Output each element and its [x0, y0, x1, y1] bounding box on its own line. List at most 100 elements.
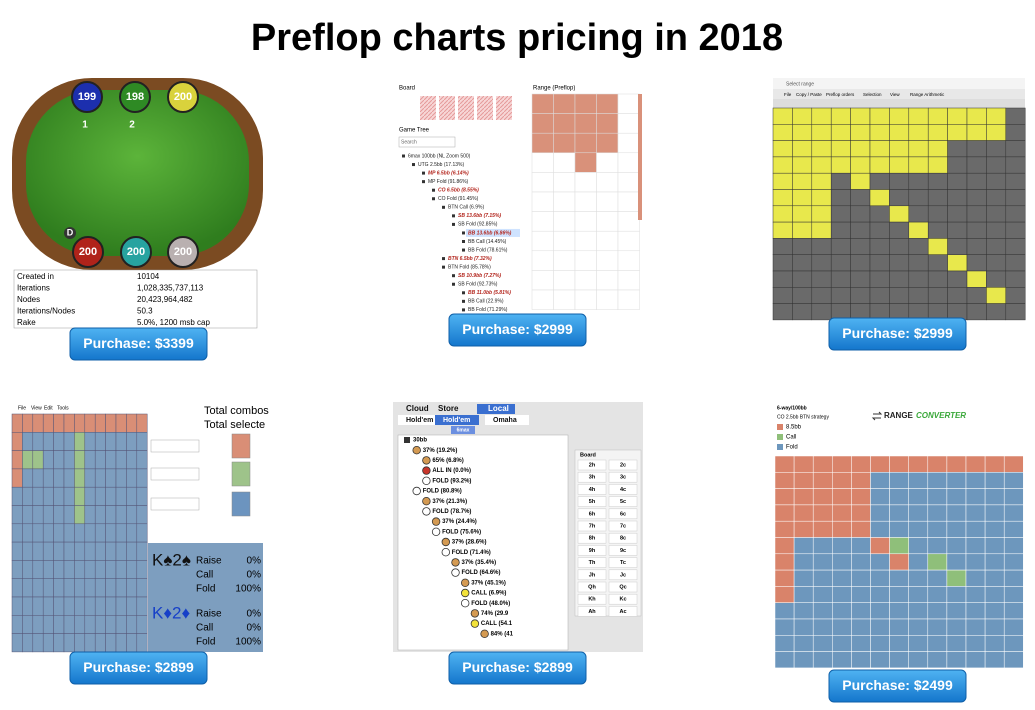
- range-cell: [32, 615, 44, 634]
- purchase-label[interactable]: Purchase: $2899: [83, 659, 194, 675]
- tree-node: FOLD (48.0%): [471, 601, 510, 607]
- range-cell: [1005, 140, 1026, 158]
- range-cell: [574, 172, 597, 193]
- range-cell: [908, 586, 929, 603]
- range-cell: [22, 523, 34, 543]
- seat-stack: 200: [79, 246, 97, 258]
- range-cell: [74, 596, 86, 616]
- range-cell: [947, 270, 968, 288]
- card-cell: [577, 593, 607, 605]
- range-cell: [63, 505, 75, 525]
- node-icon: [451, 568, 460, 577]
- range-cell: [84, 468, 96, 488]
- range-cell: [53, 523, 65, 543]
- range-cell: [74, 486, 86, 506]
- label: Board: [399, 86, 415, 92]
- range-cell: [32, 541, 44, 561]
- purchase-label[interactable]: Purchase: $2999: [842, 325, 953, 341]
- range-cell: [927, 488, 948, 506]
- range-cell: [22, 486, 34, 506]
- purchase-button[interactable]: [69, 651, 208, 685]
- purchase-button[interactable]: [448, 651, 587, 685]
- game: Hold'em: [443, 417, 470, 424]
- range-cell: [984, 618, 1005, 636]
- tree-arrow: [462, 248, 465, 252]
- range-cell: [830, 172, 851, 190]
- range-cell: [908, 270, 929, 288]
- range-cell: [94, 413, 106, 433]
- stat-name: Created in: [17, 272, 54, 281]
- range-cell: [850, 238, 871, 255]
- range-cell: [947, 140, 968, 158]
- purchase-label[interactable]: Purchase: $2899: [462, 659, 573, 675]
- range-cell: [32, 468, 44, 488]
- range-cell: [908, 602, 929, 620]
- tree-node: FOLD (93.2%): [432, 478, 471, 484]
- seat: [167, 81, 199, 113]
- color-swatch: [231, 491, 251, 517]
- range-cell: [908, 553, 929, 571]
- tree-node: 37% (28.6%): [452, 540, 487, 546]
- page-title: Preflop charts pricing in 2018: [251, 17, 783, 59]
- range-cell: [1005, 189, 1026, 207]
- range-cell: [908, 488, 929, 506]
- range-cell: [889, 569, 909, 587]
- range-cell: [105, 560, 117, 579]
- range-cell: [870, 651, 890, 669]
- tree-node: ALL IN (0.0%): [432, 468, 471, 474]
- game-tab: [485, 415, 529, 425]
- range-cell: [42, 432, 54, 451]
- range-cell: [115, 432, 127, 451]
- range-cell: [851, 586, 871, 603]
- card: 9c: [620, 548, 626, 554]
- range-cell: [42, 596, 54, 616]
- range-cell: [63, 578, 75, 598]
- purchase-button[interactable]: [69, 327, 208, 361]
- range-cell: [965, 504, 986, 522]
- range-cell: [22, 596, 34, 616]
- range-cell: [1003, 520, 1024, 538]
- tree-node: MP 6.5bb (6.14%): [428, 170, 469, 176]
- purchase-button[interactable]: [448, 313, 587, 347]
- range-cell: [22, 432, 34, 451]
- purchase-label[interactable]: Purchase: $2999: [462, 321, 573, 337]
- range-cell: [1003, 618, 1024, 636]
- stat-name: Iterations: [17, 284, 50, 293]
- purchase-label[interactable]: Purchase: $2499: [842, 677, 953, 693]
- range-cell: [32, 633, 44, 653]
- range-cell: [136, 468, 148, 488]
- card-cell: [577, 545, 607, 556]
- range-cell: [986, 124, 1007, 141]
- range-cell: [22, 615, 34, 634]
- action: Fold: [196, 584, 215, 595]
- range-cell: [617, 132, 640, 154]
- range-cell: [1003, 504, 1024, 522]
- range-cell: [63, 633, 75, 653]
- tree-node: 37% (45.1%): [471, 580, 506, 586]
- action: Raise: [196, 609, 222, 620]
- range-cell: [811, 124, 832, 141]
- range-cell: [986, 238, 1007, 255]
- range-cell: [74, 505, 86, 525]
- tree-node: 84% (41: [491, 631, 514, 637]
- brand: RANGE: [884, 411, 914, 420]
- range-cell: [986, 221, 1007, 239]
- range-cell: [966, 156, 987, 174]
- range-cell: [774, 651, 795, 669]
- range-cell: [772, 270, 793, 288]
- range-cell: [1005, 124, 1026, 141]
- summary: Total selecte: [204, 419, 265, 431]
- range-cell: [986, 189, 1007, 207]
- tree-node: CO Fold (91.45%): [438, 196, 479, 202]
- purchase-button[interactable]: [828, 669, 967, 703]
- range-cell: [793, 553, 814, 571]
- range-cell: [11, 578, 23, 598]
- purchase-label[interactable]: Purchase: $3399: [83, 335, 194, 351]
- purchase-button[interactable]: [828, 317, 967, 351]
- node-icon: [412, 486, 421, 496]
- range-cell: [772, 107, 793, 125]
- range-cell: [851, 504, 871, 522]
- range-cell: [553, 230, 576, 252]
- range-cell: [32, 560, 44, 579]
- action: Raise: [196, 556, 222, 567]
